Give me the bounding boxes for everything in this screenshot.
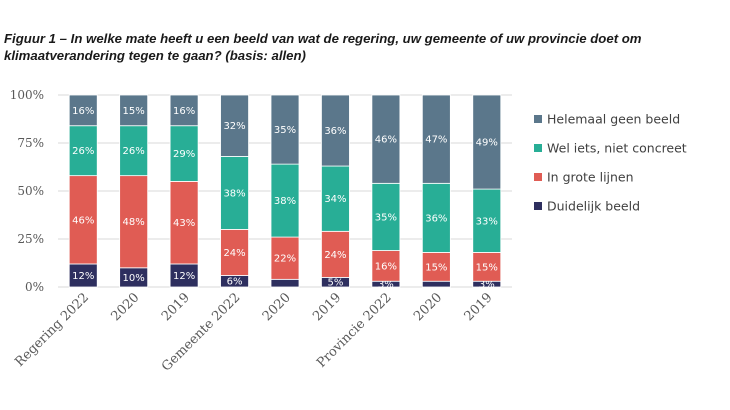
data-label: 12% bbox=[72, 271, 94, 282]
data-label: 38% bbox=[223, 188, 245, 199]
legend-label: Wel iets, niet concreet bbox=[547, 141, 687, 156]
data-label: 26% bbox=[123, 146, 145, 157]
y-axis-ticks: 0% 25% 50% 75% 100% bbox=[10, 88, 44, 294]
data-label: 36% bbox=[324, 126, 346, 137]
data-label: 49% bbox=[476, 138, 498, 149]
x-tick-label: Regering 2022 bbox=[12, 290, 92, 370]
data-label: 34% bbox=[324, 194, 346, 205]
data-label: 15% bbox=[425, 262, 447, 273]
data-label: 46% bbox=[375, 135, 397, 146]
data-label: 24% bbox=[223, 248, 245, 259]
bar-segment bbox=[421, 182, 451, 253]
data-label: 24% bbox=[324, 250, 346, 261]
data-label: 32% bbox=[223, 121, 245, 132]
bar-segment bbox=[321, 165, 350, 232]
bar-segment bbox=[119, 175, 149, 269]
bar-segment bbox=[371, 94, 401, 184]
bar-segment bbox=[270, 163, 300, 238]
data-label: 5% bbox=[328, 278, 344, 289]
y-tick-label: 50% bbox=[17, 184, 44, 198]
y-tick-label: 75% bbox=[17, 136, 44, 150]
bar-segment bbox=[119, 125, 149, 177]
data-label: 10% bbox=[123, 273, 145, 284]
bar-segment bbox=[321, 230, 350, 278]
data-label: 16% bbox=[375, 261, 397, 272]
bar-segment bbox=[68, 175, 98, 265]
bar-segment bbox=[270, 236, 300, 280]
legend-swatch bbox=[534, 202, 542, 210]
data-label: 46% bbox=[72, 215, 94, 226]
legend-swatch bbox=[534, 144, 542, 152]
x-tick-label: 2019 bbox=[462, 290, 496, 324]
bar-segment bbox=[68, 94, 98, 127]
data-label: 35% bbox=[274, 125, 296, 136]
bar-segment bbox=[169, 180, 199, 265]
data-label: 38% bbox=[274, 196, 296, 207]
y-tick-label: 100% bbox=[10, 88, 44, 102]
data-label: 3% bbox=[378, 280, 394, 291]
bars: 12% 46% 26% 16% 10% 48% 26% 15% 12% 43% 29% 16% 6% 24… bbox=[68, 94, 502, 291]
legend-label: In grote lijnen bbox=[547, 170, 634, 185]
bar-segment bbox=[421, 94, 451, 184]
bar-segment bbox=[119, 94, 149, 127]
legend-swatch bbox=[534, 173, 542, 181]
x-tick-label: 2019 bbox=[159, 290, 193, 324]
bar-segment bbox=[220, 94, 249, 157]
bar-segment bbox=[321, 94, 350, 167]
bar-segment bbox=[270, 278, 300, 288]
data-label: 26% bbox=[72, 146, 94, 157]
chart-title: Figuur 1 – In welke mate heeft u een bee… bbox=[4, 31, 642, 63]
bar-segment bbox=[68, 125, 98, 177]
data-label: 36% bbox=[425, 213, 447, 224]
bar-segment bbox=[220, 228, 249, 276]
bar-segment bbox=[421, 280, 451, 288]
data-label: 16% bbox=[173, 106, 195, 117]
data-label: 48% bbox=[123, 217, 145, 228]
data-label: 47% bbox=[425, 135, 447, 146]
data-label: 3% bbox=[479, 280, 495, 291]
y-tick-label: 0% bbox=[25, 280, 44, 294]
data-label: 29% bbox=[173, 149, 195, 160]
legend: Helemaal geen beeld Wel iets, niet concre… bbox=[534, 112, 687, 214]
bar-segment bbox=[169, 94, 199, 127]
bar-segment bbox=[169, 125, 199, 182]
legend-swatch bbox=[534, 115, 542, 123]
data-label: 12% bbox=[173, 271, 195, 282]
bar-segment bbox=[270, 94, 300, 165]
bar-segment bbox=[421, 252, 451, 282]
data-label: 15% bbox=[476, 262, 498, 273]
x-tick-label: 2020 bbox=[411, 290, 445, 324]
x-tick-label: 2020 bbox=[108, 290, 142, 324]
x-tick-label: 2020 bbox=[260, 290, 294, 324]
legend-label: Duidelijk beeld bbox=[547, 199, 640, 214]
data-label: 16% bbox=[72, 106, 94, 117]
data-label: 15% bbox=[123, 106, 145, 117]
data-label: 22% bbox=[274, 254, 296, 265]
bar-segment bbox=[220, 156, 249, 230]
data-label: 35% bbox=[375, 212, 397, 223]
legend-label: Helemaal geen beeld bbox=[547, 112, 680, 127]
y-tick-label: 25% bbox=[17, 232, 44, 246]
bar-segment bbox=[472, 188, 502, 253]
x-tick-label: 2019 bbox=[310, 290, 344, 324]
data-label: 43% bbox=[173, 218, 195, 229]
data-label: 6% bbox=[227, 277, 243, 288]
data-label: 33% bbox=[476, 216, 498, 227]
bar-segment bbox=[472, 94, 502, 190]
